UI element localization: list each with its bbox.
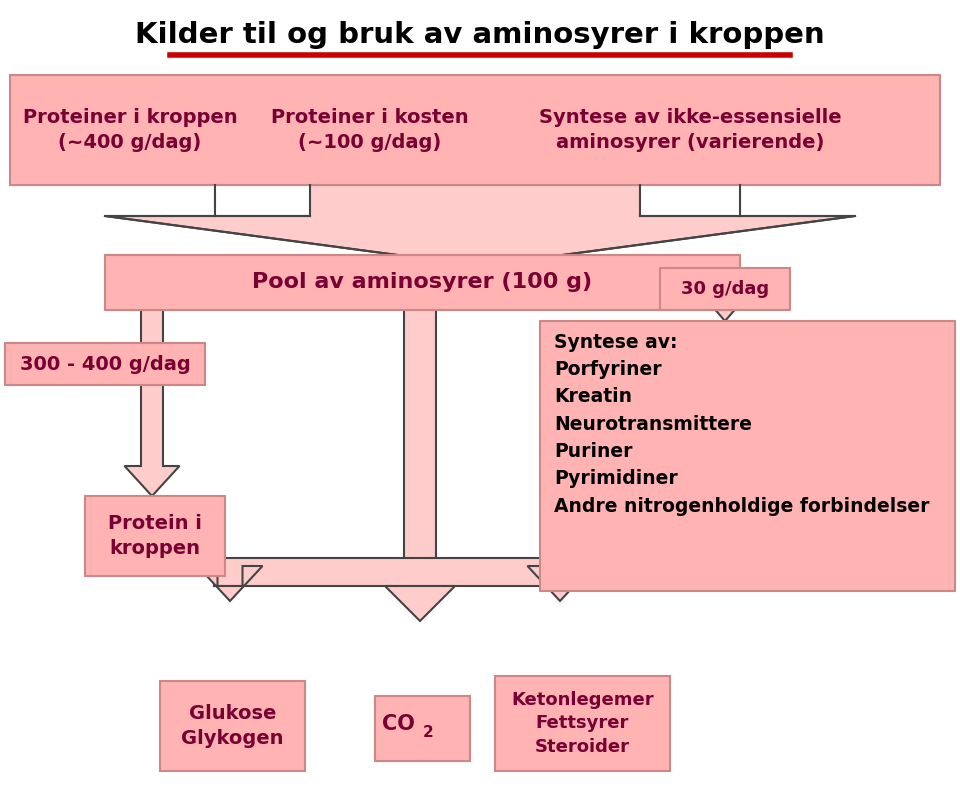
Text: CO: CO [382, 714, 415, 735]
Text: Proteiner i kroppen
(~400 g/dag): Proteiner i kroppen (~400 g/dag) [23, 108, 237, 152]
Text: Syntese av:
Porfyriner
Kreatin
Neurotransmittere
Puriner
Pyrimidiner
Andre nitro: Syntese av: Porfyriner Kreatin Neurotran… [554, 333, 929, 516]
Text: Kilder til og bruk av aminosyrer i kroppen: Kilder til og bruk av aminosyrer i kropp… [135, 21, 825, 49]
Polygon shape [385, 586, 455, 621]
Bar [141, 310, 163, 343]
Bar [540, 321, 955, 591]
Bar [214, 576, 246, 586]
Text: Syntese av ikke-essensielle
aminosyrer (varierende): Syntese av ikke-essensielle aminosyrer (… [539, 108, 841, 152]
Bar [215, 185, 310, 216]
Polygon shape [105, 185, 855, 266]
Bar [375, 696, 470, 761]
Text: Ketonlegemer
Fettsyrer
Steroider: Ketonlegemer Fettsyrer Steroider [511, 691, 654, 756]
Text: 300 - 400 g/dag: 300 - 400 g/dag [19, 355, 190, 373]
Text: Pool av aminosyrer (100 g): Pool av aminosyrer (100 g) [252, 272, 592, 292]
Text: 30 g/dag: 30 g/dag [681, 280, 769, 298]
Text: Protein i
kroppen: Protein i kroppen [108, 514, 202, 558]
Polygon shape [699, 291, 751, 321]
Text: Proteiner i kosten
(~100 g/dag): Proteiner i kosten (~100 g/dag) [271, 108, 468, 152]
Bar [85, 496, 225, 576]
Bar [640, 185, 740, 216]
Bar [404, 310, 436, 576]
Bar [5, 343, 205, 385]
Bar [160, 681, 305, 771]
Bar [214, 558, 576, 586]
Polygon shape [527, 566, 592, 601]
Polygon shape [198, 566, 262, 601]
Bar [10, 75, 940, 185]
Bar [660, 268, 790, 310]
Text: Glukose
Glykogen: Glukose Glykogen [181, 704, 284, 748]
Bar [404, 576, 436, 586]
Bar [495, 676, 670, 771]
Polygon shape [125, 385, 180, 496]
Bar [105, 255, 740, 310]
Bar [544, 576, 576, 586]
Text: 2: 2 [422, 725, 433, 740]
